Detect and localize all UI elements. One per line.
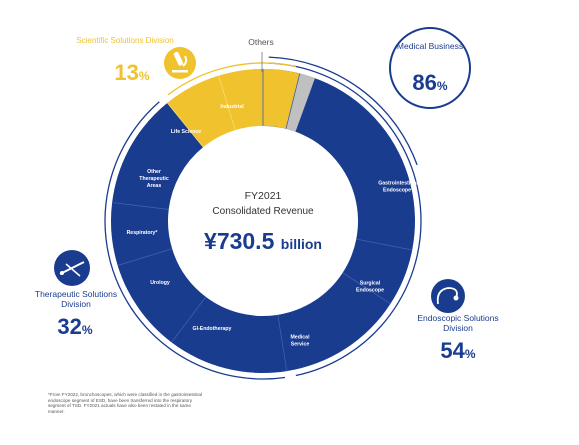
therapeutic-division-percent: 32%	[57, 314, 93, 339]
endoscopic-division-arc	[268, 62, 422, 377]
scientific-division-arc	[167, 62, 296, 96]
segment-label-7: Other Therapeutic Areas	[139, 169, 169, 189]
scientific-division-percent: 13%	[114, 60, 150, 85]
medical-business-circle	[389, 27, 471, 109]
segment-divider	[112, 202, 169, 210]
segment-divider	[167, 102, 204, 148]
slice-10	[285, 73, 315, 132]
slice-5	[117, 248, 206, 343]
segment-divider	[285, 73, 301, 129]
donut-slices	[111, 69, 415, 373]
center-title: FY2021	[244, 190, 282, 202]
segment-divider	[171, 296, 207, 343]
endoscopic-division-label: Endoscopic Solutions Division	[417, 313, 499, 333]
therapeutic-division-arc	[104, 101, 286, 380]
therapeutic-division-label: Therapeutic Solutions Division	[34, 289, 118, 309]
center-total: ¥730.5 billion	[204, 228, 322, 254]
segment-label-1: Gastrointestinal Endoscope*	[378, 181, 418, 194]
endoscope-icon	[431, 279, 465, 313]
medical-business-label: Medical Business	[396, 41, 464, 51]
segment-divider	[342, 272, 391, 305]
segment-label-9: Industrial	[220, 104, 244, 110]
slice-2	[342, 239, 413, 304]
segment-divider	[218, 75, 236, 131]
center-subtitle: Consolidated Revenue	[212, 206, 314, 217]
scientific-division-label: Scientific Solutions Division	[76, 36, 174, 45]
segment-dividers	[112, 69, 413, 372]
segment-label-2: Surgical Endoscope	[356, 281, 384, 294]
slice-7	[112, 102, 204, 210]
medical-business-arc	[268, 56, 418, 166]
segment-divider	[277, 314, 288, 372]
segment-divider	[117, 248, 173, 266]
slice-8	[167, 75, 236, 148]
others-label: Others	[248, 37, 274, 47]
slice-4	[171, 296, 287, 373]
endoscopic-division-percent: 54%	[440, 338, 476, 363]
segment-label-5: Urology	[150, 280, 170, 286]
slice-6	[111, 202, 173, 266]
footnote: *From FY2022, bronchoscopes, which were …	[48, 392, 202, 415]
segment-label-8: Life Science	[171, 129, 201, 135]
group-arcs	[104, 56, 422, 380]
segment-labels: Gastrointestinal Endoscope* Surgical Endosc…	[127, 104, 419, 348]
segment-label-6: Respiratory*	[127, 230, 159, 236]
surgical-tool-icon	[54, 250, 90, 286]
microscope-icon	[164, 47, 196, 79]
segment-label-3: Medical Service	[290, 335, 310, 348]
slice-3	[277, 272, 391, 372]
medical-business-percent: 86%	[412, 70, 448, 95]
segment-divider	[356, 238, 413, 251]
slice-9	[218, 69, 300, 131]
segment-label-4: GI-Endotherapy	[193, 326, 232, 332]
